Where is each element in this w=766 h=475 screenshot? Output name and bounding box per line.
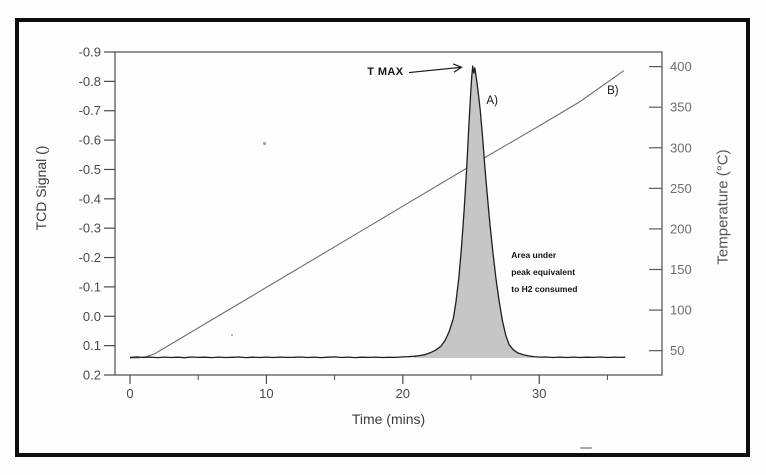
- area-note-line: to H2 consumed: [511, 283, 578, 294]
- x-tick-label: 20: [396, 386, 410, 401]
- scan-speckle: [231, 334, 233, 336]
- peak-area-fill: [413, 66, 534, 358]
- area-note-line: peak equivalent: [511, 266, 576, 277]
- tmax-arrow-shaft: [408, 66, 462, 74]
- y-axis-right-title: Temperature (°C): [714, 149, 732, 265]
- series-b-label: B): [607, 85, 619, 98]
- y-left-tick-label: 0.0: [83, 309, 101, 324]
- y-left-tick-label: -0.7: [79, 103, 101, 118]
- y-left-tick-label: -0.3: [79, 221, 101, 236]
- y-right-tick-label: 350: [670, 100, 692, 115]
- x-tick-label: 30: [532, 386, 546, 401]
- x-axis-title: Time (mins): [351, 411, 426, 427]
- plot-frame: [114, 51, 663, 376]
- y-right-tick-label: 200: [670, 221, 692, 236]
- tmax-arrowhead-icon: [452, 63, 463, 73]
- y-left-tick-label: -0.8: [79, 74, 101, 89]
- y-right-tick-label: 400: [670, 59, 692, 74]
- scan-artifact: [580, 447, 592, 449]
- figure-border: [15, 18, 750, 457]
- y-left-tick-label: 0.2: [83, 368, 101, 383]
- y-left-tick-label: -0.9: [79, 45, 101, 60]
- y-right-tick-label: 100: [670, 303, 692, 318]
- y-left-tick-label: -0.2: [79, 250, 101, 265]
- x-tick-label: 0: [126, 386, 133, 401]
- scan-speckle: [263, 142, 266, 145]
- area-note-annotation: Area under peak equivalent to H2 consumed: [511, 247, 577, 298]
- temperature-ramp-line: [129, 70, 625, 359]
- y-left-tick-label: -0.5: [79, 162, 101, 177]
- y-left-tick-label: -0.4: [79, 191, 101, 206]
- y-left-tick-label: -0.1: [79, 279, 101, 294]
- area-note-line: Area under: [511, 249, 557, 260]
- series-a-label: A): [486, 95, 498, 108]
- y-right-tick-label: 300: [670, 140, 692, 155]
- tcd-signal-line: [129, 65, 626, 359]
- x-tick-label: 10: [259, 386, 273, 401]
- tmax-annotation: T MAX: [367, 65, 404, 78]
- y-right-tick-label: 250: [670, 181, 692, 196]
- y-left-tick-label: -0.6: [79, 133, 101, 148]
- y-axis-left-title: TCD Signal (): [33, 145, 49, 231]
- y-right-tick-label: 150: [670, 262, 692, 277]
- y-right-tick-label: 50: [670, 343, 684, 358]
- y-left-tick-label: 0.1: [83, 338, 101, 353]
